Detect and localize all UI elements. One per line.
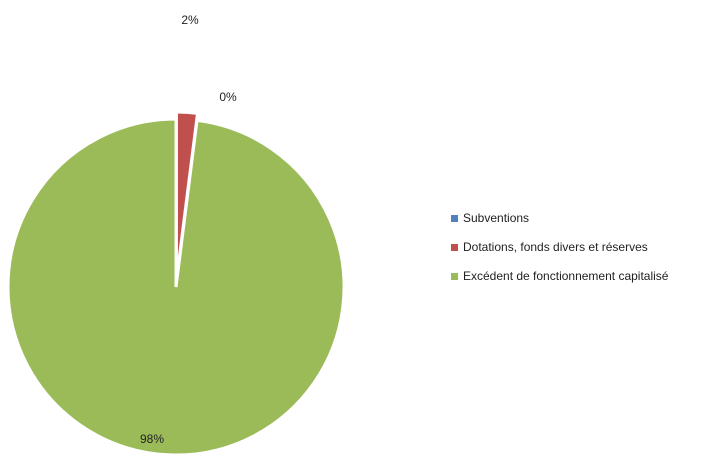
- legend-item-excedent: Excédent de fonctionnement capitalisé: [451, 268, 668, 284]
- legend-label-subventions: Subventions: [463, 211, 530, 225]
- pie-slices: [6, 110, 346, 457]
- legend-label-dotations: Dotations, fonds divers et réserves: [463, 240, 648, 254]
- legend-item-dotations: Dotations, fonds divers et réserves: [451, 239, 668, 255]
- data-label-subventions: 0%: [219, 90, 237, 104]
- data-label-dotations: 2%: [181, 13, 199, 27]
- legend-swatch-excedent: [451, 272, 458, 280]
- pie-slice-excedent: [6, 117, 346, 457]
- legend-label-excedent: Excédent de fonctionnement capitalisé: [463, 269, 669, 283]
- pie-data-labels: 0% 2% 98%: [140, 13, 237, 446]
- legend: Subventions Dotations, fonds divers et r…: [451, 210, 668, 297]
- data-label-excedent: 98%: [140, 432, 164, 446]
- legend-swatch-subventions: [451, 214, 458, 222]
- legend-item-subventions: Subventions: [451, 210, 668, 226]
- legend-swatch-dotations: [451, 243, 458, 251]
